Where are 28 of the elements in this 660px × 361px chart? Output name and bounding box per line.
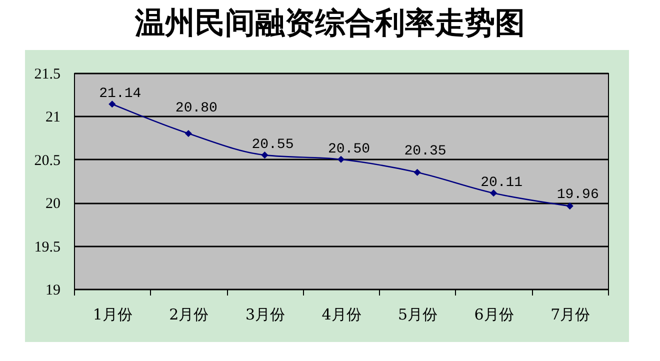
- x-tick-label: 2月份: [169, 306, 209, 324]
- point: [566, 202, 574, 210]
- y-tick-label: 19.5: [34, 239, 60, 256]
- point: [108, 100, 116, 108]
- y-tick-label: 20.5: [34, 152, 60, 169]
- point: [490, 190, 498, 197]
- data-label: 20.35: [404, 143, 446, 160]
- x-tick-label: 5月份: [398, 306, 438, 324]
- x-tick-label: 3月份: [245, 306, 285, 324]
- x-tick-label: 6月份: [474, 306, 514, 324]
- data-label: 20.80: [175, 100, 218, 116]
- y-tick-label: 21: [46, 110, 60, 126]
- y-tick-label: 19: [46, 282, 60, 298]
- y-tick-label: 21.5: [34, 66, 60, 82]
- data-label: 20.50: [328, 141, 370, 158]
- point: [261, 152, 268, 159]
- x-tick-label: 1月份: [92, 306, 132, 324]
- data-label: 20.11: [480, 175, 523, 192]
- point: [414, 168, 421, 176]
- y-tick-label: 20: [46, 196, 60, 212]
- point: [184, 130, 192, 138]
- point: [337, 156, 345, 163]
- x-tick-label: 4月份: [322, 306, 362, 324]
- data-label: 20.55: [252, 137, 294, 154]
- x-tick-label: 7月份: [550, 306, 590, 324]
- data-label: 19.96: [556, 187, 599, 204]
- data-label: 21.14: [99, 86, 142, 102]
- chart-title: 温州民间融资综合利率走势图: [134, 5, 526, 43]
